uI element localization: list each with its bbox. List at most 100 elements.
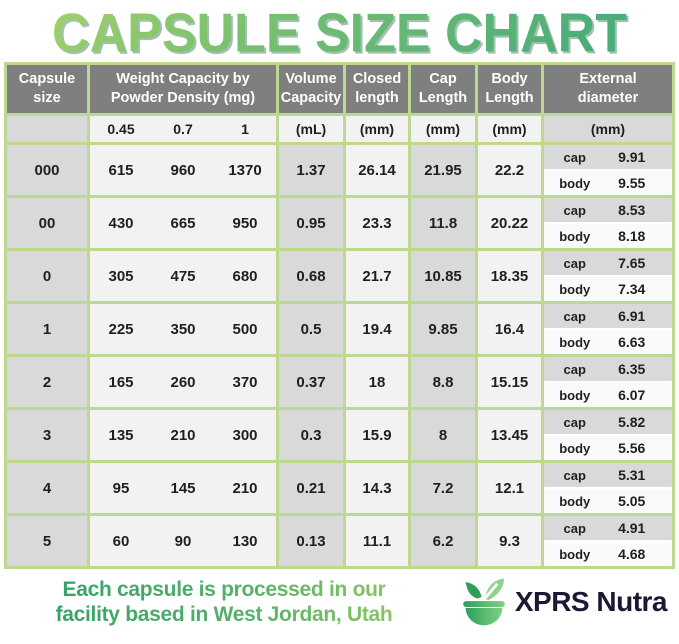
external-body-row: body 7.34 bbox=[544, 275, 672, 301]
header-capsule-size: Capsule size bbox=[7, 65, 87, 113]
weight-07-value: 145 bbox=[170, 479, 196, 497]
brand-name: XPRS Nutra bbox=[514, 586, 668, 618]
cap-label: cap bbox=[563, 361, 586, 377]
closed-length-cell: 14.3 bbox=[346, 463, 408, 513]
external-cap-value: 6.91 bbox=[618, 308, 646, 324]
external-cap-value: 4.91 bbox=[618, 520, 646, 536]
density-045-label: 0.45 bbox=[107, 121, 135, 137]
header-closed-line1: Closed bbox=[352, 71, 402, 88]
header-body-line1: Body bbox=[491, 71, 528, 88]
weight-045-value: 615 bbox=[108, 161, 134, 179]
weight-07-value: 90 bbox=[174, 532, 192, 550]
capsule-size-cell: 5 bbox=[7, 516, 87, 566]
body-label: body bbox=[559, 440, 591, 456]
header-body-length: Body Length bbox=[478, 65, 541, 113]
weight-1-value: 130 bbox=[232, 532, 258, 550]
subheader-densities: 0.45 0.7 1 bbox=[90, 116, 276, 142]
cap-label: cap bbox=[563, 149, 586, 165]
header-volume-line1: Volume bbox=[285, 71, 337, 88]
volume-capacity-cell: 0.95 bbox=[279, 198, 343, 248]
weight-capacity-cell: 60 90 130 bbox=[90, 516, 276, 566]
external-diameter-cell: cap 5.31 body 5.05 bbox=[544, 463, 672, 513]
cap-label: cap bbox=[563, 414, 586, 430]
capsule-size-cell: 3 bbox=[7, 410, 87, 460]
closed-length-cell: 21.7 bbox=[346, 251, 408, 301]
closed-length-cell: 19.4 bbox=[346, 304, 408, 354]
header-volume-line2: Capacity bbox=[280, 90, 342, 106]
brand-logo: XPRS Nutra bbox=[459, 577, 671, 627]
weight-1-value: 500 bbox=[232, 320, 258, 338]
subheader-closed-unit: (mm) bbox=[346, 116, 408, 142]
external-cap-value: 5.82 bbox=[618, 414, 646, 430]
cap-label: cap bbox=[563, 255, 586, 271]
header-volume-capacity: Volume Capacity bbox=[279, 65, 343, 113]
body-label: body bbox=[559, 546, 591, 562]
weight-07-value: 960 bbox=[170, 161, 196, 179]
header-external-line2: diameter bbox=[577, 90, 639, 106]
body-label: body bbox=[559, 493, 591, 509]
capsule-size-cell: 1 bbox=[7, 304, 87, 354]
cap-length-cell: 6.2 bbox=[411, 516, 475, 566]
external-diameter-cell: cap 5.82 body 5.56 bbox=[544, 410, 672, 460]
weight-045-value: 95 bbox=[112, 479, 130, 497]
weight-1-value: 950 bbox=[232, 214, 258, 232]
cap-length-cell: 21.95 bbox=[411, 145, 475, 195]
external-diameter-cell: cap 9.91 body 9.55 bbox=[544, 145, 672, 195]
subheader-cap-unit: (mm) bbox=[411, 116, 475, 142]
external-cap-row: cap 9.91 bbox=[544, 145, 672, 169]
external-body-value: 6.07 bbox=[618, 387, 646, 403]
external-cap-row: cap 7.65 bbox=[544, 251, 672, 275]
weight-capacity-cell: 95 145 210 bbox=[90, 463, 276, 513]
volume-capacity-cell: 1.37 bbox=[279, 145, 343, 195]
external-body-row: body 9.55 bbox=[544, 169, 672, 195]
subheader-capsule-size-empty bbox=[7, 116, 87, 142]
header-weight-capacity: Weight Capacity by Powder Density (mg) bbox=[90, 65, 276, 113]
external-cap-row: cap 6.35 bbox=[544, 357, 672, 381]
external-cap-row: cap 4.91 bbox=[544, 516, 672, 540]
header-external-line1: External bbox=[579, 71, 637, 88]
weight-1-value: 370 bbox=[232, 373, 258, 391]
subheader-external-unit: (mm) bbox=[544, 116, 672, 142]
cap-length-cell: 8 bbox=[411, 410, 475, 460]
body-length-cell: 20.22 bbox=[478, 198, 541, 248]
cap-length-cell: 7.2 bbox=[411, 463, 475, 513]
weight-capacity-cell: 225 350 500 bbox=[90, 304, 276, 354]
external-body-value: 6.63 bbox=[618, 334, 646, 350]
capsule-size-cell: 2 bbox=[7, 357, 87, 407]
closed-length-cell: 26.14 bbox=[346, 145, 408, 195]
header-body-line2: Length bbox=[485, 90, 534, 106]
closed-length-cell: 23.3 bbox=[346, 198, 408, 248]
body-length-cell: 13.45 bbox=[478, 410, 541, 460]
external-diameter-cell: cap 6.91 body 6.63 bbox=[544, 304, 672, 354]
page-title: CAPSULE SIZE CHART bbox=[0, 4, 679, 63]
closed-length-cell: 18 bbox=[346, 357, 408, 407]
external-body-row: body 5.56 bbox=[544, 434, 672, 460]
cap-length-cell: 8.8 bbox=[411, 357, 475, 407]
external-body-value: 5.56 bbox=[618, 440, 646, 456]
volume-capacity-cell: 0.68 bbox=[279, 251, 343, 301]
subheader-volume-unit: (mL) bbox=[279, 116, 343, 142]
body-label: body bbox=[559, 334, 591, 350]
external-body-row: body 5.05 bbox=[544, 487, 672, 513]
density-1-label: 1 bbox=[241, 121, 249, 137]
volume-capacity-cell: 0.5 bbox=[279, 304, 343, 354]
weight-07-value: 475 bbox=[170, 267, 196, 285]
weight-045-value: 225 bbox=[108, 320, 134, 338]
header-closed-length: Closed length bbox=[346, 65, 408, 113]
volume-capacity-cell: 0.21 bbox=[279, 463, 343, 513]
weight-1-value: 1370 bbox=[228, 161, 262, 179]
weight-07-value: 210 bbox=[170, 426, 196, 444]
volume-capacity-cell: 0.13 bbox=[279, 516, 343, 566]
footer: Each capsule is processed in our facilit… bbox=[0, 569, 679, 627]
body-length-cell: 12.1 bbox=[478, 463, 541, 513]
weight-045-value: 430 bbox=[108, 214, 134, 232]
volume-capacity-cell: 0.37 bbox=[279, 357, 343, 407]
weight-07-value: 260 bbox=[170, 373, 196, 391]
external-body-value: 9.55 bbox=[618, 175, 646, 191]
external-body-row: body 6.63 bbox=[544, 328, 672, 354]
external-diameter-cell: cap 8.53 body 8.18 bbox=[544, 198, 672, 248]
weight-07-value: 665 bbox=[170, 214, 196, 232]
body-length-cell: 18.35 bbox=[478, 251, 541, 301]
external-diameter-cell: cap 7.65 body 7.34 bbox=[544, 251, 672, 301]
weight-capacity-cell: 135 210 300 bbox=[90, 410, 276, 460]
